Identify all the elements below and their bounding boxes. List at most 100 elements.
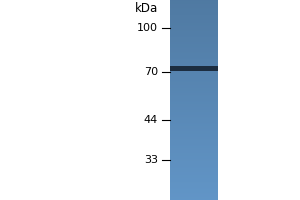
Bar [170,5,218,6]
Bar [170,159,218,160]
Bar [170,163,218,164]
Bar [170,125,218,127]
Bar [170,106,218,108]
Bar [170,93,218,95]
Bar [170,115,218,116]
Text: 100: 100 [137,23,158,33]
Bar [170,110,218,112]
Bar [170,199,218,200]
Bar [170,30,218,31]
Bar [170,191,218,192]
Bar [170,69,218,71]
Bar [170,62,218,64]
Bar [170,94,218,96]
Bar [170,119,218,120]
Bar [170,76,218,77]
Bar [170,167,218,168]
Bar [170,4,218,5]
Bar [170,117,218,118]
Bar [170,87,218,88]
Bar [170,184,218,186]
Bar [170,177,218,178]
Bar [170,190,218,192]
Bar [170,18,218,20]
Bar [170,194,218,196]
Bar [170,40,218,42]
Bar [170,137,218,138]
Bar [170,1,218,2]
Bar [170,97,218,98]
Bar [170,73,218,74]
Bar [170,66,218,71]
Bar [170,89,218,90]
Bar [170,155,218,156]
Bar [170,197,218,198]
Bar [170,65,218,66]
Bar [170,151,218,152]
Bar [170,17,218,19]
Bar [170,3,218,4]
Bar [170,174,218,176]
Bar [170,108,218,110]
Bar [170,198,218,200]
Bar [170,162,218,164]
Bar [170,11,218,12]
Bar [170,84,218,86]
Text: kDa: kDa [135,1,158,15]
Bar [170,48,218,49]
Bar [170,25,218,26]
Bar [170,141,218,142]
Bar [170,196,218,198]
Bar [170,58,218,60]
Bar [170,59,218,60]
Bar [170,53,218,54]
Bar [170,82,218,84]
Bar [170,23,218,24]
Text: 33: 33 [144,155,158,165]
Bar [170,80,218,82]
Bar [170,57,218,58]
Bar [170,173,218,174]
Bar [170,100,218,102]
Bar [170,52,218,53]
Bar [170,50,218,51]
Bar [170,95,218,97]
Bar [170,186,218,188]
Bar [170,14,218,16]
Bar [170,176,218,178]
Text: 44: 44 [144,115,158,125]
Bar [170,120,218,121]
Bar [170,33,218,34]
Bar [170,29,218,30]
Bar [170,72,218,73]
Bar [170,64,218,66]
Bar [170,41,218,43]
Bar [170,156,218,158]
Bar [170,121,218,122]
Bar [170,136,218,138]
Bar [170,112,218,114]
Bar [170,78,218,79]
Bar [170,104,218,106]
Bar [170,83,218,84]
Bar [170,6,218,7]
Bar [170,188,218,190]
Bar [170,81,218,82]
Bar [170,168,218,170]
Bar [170,154,218,156]
Bar [170,122,218,123]
Bar [170,134,218,136]
Bar [170,28,218,29]
Bar [170,114,218,116]
Bar [170,92,218,94]
Bar [170,56,218,58]
Bar [170,187,218,188]
Bar [170,140,218,142]
Bar [170,68,218,70]
Bar [170,49,218,50]
Bar [170,107,218,108]
Bar [170,180,218,182]
Bar [170,8,218,9]
Bar [170,21,218,22]
Bar [170,179,218,180]
